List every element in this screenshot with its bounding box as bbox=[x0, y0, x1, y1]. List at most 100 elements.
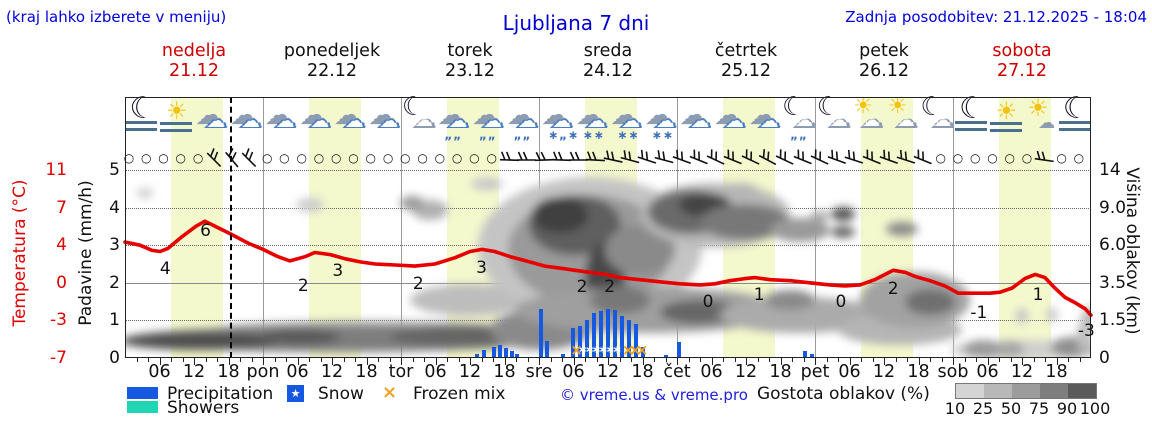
x-axis-tick bbox=[631, 358, 632, 362]
wind-calm-icon: ○ bbox=[987, 151, 998, 165]
x-axis-tick bbox=[481, 358, 483, 362]
x-axis-tick bbox=[677, 358, 678, 365]
day-name: nedelja bbox=[161, 41, 227, 61]
x-axis-tick bbox=[826, 358, 828, 362]
x-axis-label: 06 bbox=[148, 362, 171, 382]
wind-calm-icon: ○ bbox=[935, 151, 946, 165]
temperature-value-label: 0 bbox=[835, 292, 847, 312]
frozen-mix-label: Frozen mix bbox=[413, 384, 506, 404]
precip-bar bbox=[561, 354, 566, 358]
precip-bar bbox=[497, 344, 502, 358]
wind-barb-icon bbox=[826, 147, 848, 169]
x-axis-tick bbox=[642, 358, 644, 365]
precip-bar bbox=[599, 311, 604, 358]
x-axis-tick bbox=[999, 358, 1000, 362]
weather-icon-cloudy: ☁ ☁ ☁ bbox=[714, 98, 747, 135]
temperature-value-label: 0 bbox=[702, 292, 714, 312]
horizontal-gridline bbox=[125, 170, 1091, 171]
precipitation-tick-label: 1 bbox=[109, 310, 120, 330]
cloud-density-gradient-cell bbox=[1068, 384, 1096, 398]
weather-icon-sun-fog: ☀ bbox=[159, 99, 195, 145]
cloud-height-tick-label: 14 bbox=[1099, 160, 1121, 180]
last-update-label: Zadnja posodobitev: 21.12.2025 - 18:04 bbox=[845, 8, 1147, 26]
x-axis-tick bbox=[792, 358, 793, 362]
x-axis-label: pon bbox=[246, 362, 280, 382]
x-axis-tick bbox=[182, 358, 184, 362]
precip-bar bbox=[634, 324, 639, 358]
temperature-value-label: 3 bbox=[476, 258, 487, 278]
precipitation-tick-label: 2 bbox=[109, 273, 120, 293]
wind-calm-icon: ○ bbox=[158, 151, 169, 165]
weather-icon-moon-cloud: ☾ ☁ ☁ bbox=[920, 92, 956, 135]
x-axis-tick bbox=[332, 358, 333, 365]
day-date: 26.12 bbox=[858, 61, 910, 81]
cloud-density-step-label: 50 bbox=[1000, 399, 1022, 418]
x-axis-label: sob bbox=[937, 362, 969, 382]
copyright-link[interactable]: © vreme.us & vreme.pro bbox=[560, 386, 748, 404]
x-axis-tick bbox=[1045, 358, 1046, 362]
x-axis-tick bbox=[251, 358, 253, 362]
x-axis-tick bbox=[987, 358, 989, 365]
wind-barb-icon bbox=[636, 147, 658, 169]
weather-icon-cloudy: ☁ ☁ ☁ bbox=[333, 98, 367, 135]
wind-barb-icon bbox=[722, 147, 744, 169]
precip-bar bbox=[803, 350, 808, 358]
precipitation-swatch bbox=[127, 387, 158, 399]
frozen-mix-mark: × bbox=[635, 341, 649, 359]
precip-bar bbox=[641, 346, 646, 358]
cloud-density-step-label: 100 bbox=[1079, 399, 1111, 418]
precipitation-label: Precipitation bbox=[167, 384, 274, 404]
temperature-tick-label: 0 bbox=[56, 273, 67, 293]
precip-bar bbox=[570, 327, 575, 358]
temperature-tick-label: -7 bbox=[50, 348, 67, 368]
temperature-value-label: 3 bbox=[332, 261, 344, 281]
weather-icon-sun-fog: ☀ bbox=[989, 99, 1025, 145]
temperature-line bbox=[123, 219, 1093, 317]
wind-barb-icon bbox=[861, 147, 883, 169]
x-axis-label: 18 bbox=[493, 362, 516, 382]
wind-calm-icon: ○ bbox=[1004, 151, 1016, 165]
x-axis-tick bbox=[240, 358, 241, 362]
wind-calm-icon: ○ bbox=[1021, 151, 1033, 165]
x-axis-tick bbox=[171, 358, 172, 362]
x-axis-label: 12 bbox=[458, 362, 482, 382]
x-axis-tick bbox=[757, 358, 759, 362]
wind-barb-icon bbox=[498, 147, 520, 169]
snow-mark: ∗ bbox=[578, 343, 588, 356]
x-axis-tick bbox=[930, 358, 931, 362]
wind-calm-icon: ○ bbox=[952, 151, 964, 165]
precipitation-tick-label: 3 bbox=[109, 235, 120, 255]
x-axis-tick bbox=[550, 358, 552, 362]
snow-mark: ∗ bbox=[605, 343, 615, 356]
weather-icon-cloud-rain: ☁ ☁ ☁ „„ bbox=[472, 98, 505, 142]
temperature-value-label: 2 bbox=[412, 274, 424, 294]
day-boundary-line bbox=[401, 97, 402, 358]
x-axis-label: 18 bbox=[217, 362, 240, 382]
weather-icon-moon-cloud: ☾ ☁ ☁ bbox=[816, 92, 852, 135]
chart-plot-area: ∗ ∗ ∗ ∗ ∗ ∗ × × × × 4 6 2 3 2 3 2 2 0 1 0 2 -1 1 -3 ☾ ☀ ☁ ☁ ☁ ☁ ☁ ☁ ☁ ☁ ☁ ☁ ☁… bbox=[123, 92, 1095, 359]
cloud-height-tick-label: 1.5 bbox=[1099, 310, 1127, 330]
x-axis-tick bbox=[872, 358, 874, 362]
precip-bar bbox=[627, 320, 632, 358]
frozen-mix-icon: × bbox=[382, 382, 398, 403]
cloud-height-tick-label: 6.0 bbox=[1099, 235, 1127, 255]
day-name: četrtek bbox=[714, 41, 778, 61]
x-axis-tick bbox=[355, 358, 356, 362]
weather-icon-sun-cloud: ☀ ☁ ☁ bbox=[853, 94, 885, 135]
showers-swatch bbox=[127, 401, 158, 413]
x-axis-label: 12 bbox=[872, 362, 896, 382]
wind-barb-icon bbox=[1033, 147, 1055, 169]
x-axis-tick bbox=[447, 358, 448, 362]
menu-hint: (kraj lahko izberete v meniju) bbox=[6, 8, 227, 26]
wind-barb-icon bbox=[567, 147, 589, 169]
wind-calm-icon: ○ bbox=[279, 151, 290, 165]
temperature-tick-label: 7 bbox=[56, 198, 67, 218]
wind-calm-icon: ○ bbox=[400, 151, 411, 165]
x-axis-tick bbox=[1022, 358, 1023, 365]
temperature-value-label: 1 bbox=[753, 285, 765, 305]
precip-bar bbox=[510, 350, 514, 358]
showers-label: Showers bbox=[167, 398, 240, 418]
weather-icon-moon-fog: ☾ bbox=[1058, 94, 1094, 145]
wind-calm-icon: ○ bbox=[192, 151, 204, 165]
x-axis-label: 06 bbox=[424, 362, 447, 382]
